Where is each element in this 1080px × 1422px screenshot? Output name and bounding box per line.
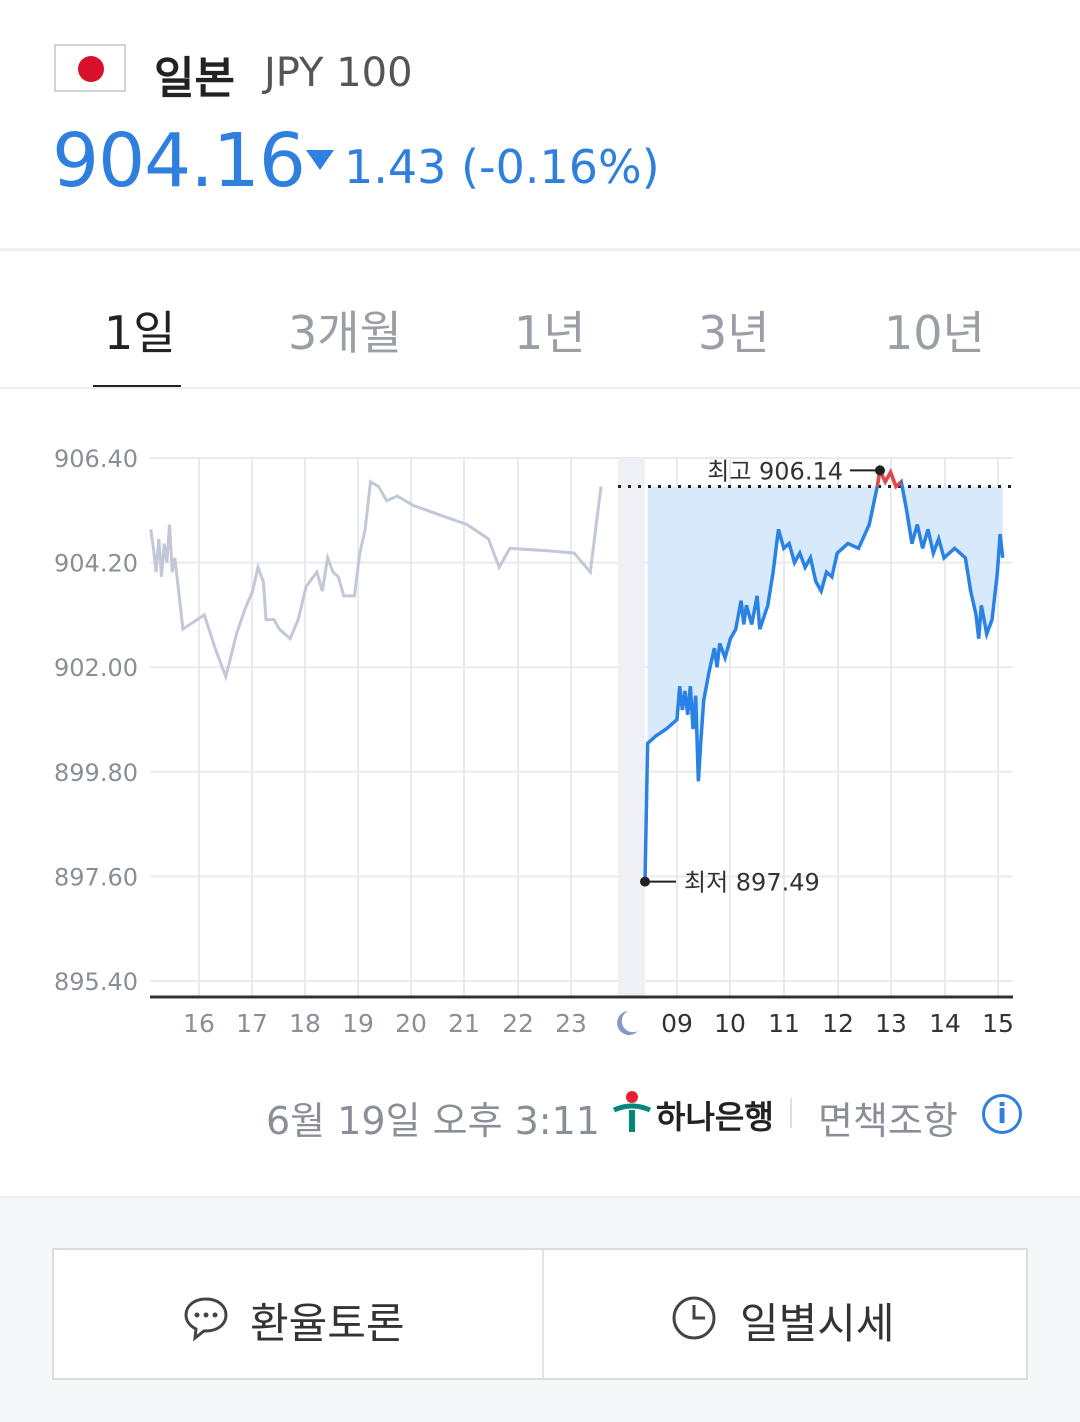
x-tick-label: 23 <box>555 1009 587 1038</box>
bank-name: 하나은행 <box>656 1098 774 1136</box>
country-name: 일본 <box>154 53 235 104</box>
high-marker <box>875 465 885 476</box>
header: 일본 JPY 100 904.16 1.43 (-0.16%) <box>0 0 1080 250</box>
today-fill-area <box>647 486 1003 782</box>
divider <box>790 1098 792 1128</box>
x-tick-label: 16 <box>183 1009 215 1038</box>
chart-footer: 6월 19일 오후 3:11 하나은행 면책조항 i <box>0 1080 1080 1150</box>
currency-code: JPY 100 <box>264 50 413 96</box>
x-tick-label: 10 <box>714 1009 746 1038</box>
tab-1d[interactable]: 1일 <box>104 306 176 360</box>
divider <box>0 387 1080 389</box>
bottom-actions: 환율토론 일별시세 <box>0 1196 1080 1422</box>
y-tick-label: 902.00 <box>54 654 138 682</box>
current-price: 904.16 <box>52 118 306 204</box>
x-tick-label: 19 <box>342 1009 374 1038</box>
x-tick-label: 22 <box>502 1009 534 1038</box>
hana-bank-logo-icon <box>612 1091 652 1132</box>
divider <box>0 248 1080 251</box>
moon-icon <box>617 1011 638 1035</box>
x-tick-label: 12 <box>822 1009 854 1038</box>
x-tick-label: 15 <box>982 1009 1014 1038</box>
low-label: 최저 897.49 <box>684 869 820 897</box>
x-tick-label: 18 <box>289 1009 321 1038</box>
y-tick-label: 897.60 <box>54 863 138 891</box>
discussion-label: 환율토론 <box>250 1299 405 1348</box>
y-tick-label: 899.80 <box>54 759 138 787</box>
action-buttons: 환율토론 일별시세 <box>52 1248 1028 1380</box>
x-tick-label: 09 <box>661 1009 693 1038</box>
exchange-rate-chart[interactable]: 906.40 904.20 902.00 899.80 897.60 895.40 16 1… <box>0 0 1080 1080</box>
exchange-discussion-button[interactable]: 환율토론 <box>54 1250 540 1378</box>
low-marker <box>640 876 650 887</box>
x-tick-label: 11 <box>768 1009 800 1038</box>
timestamp: 6월 19일 오후 3:11 <box>266 1099 600 1143</box>
speech-bubble-icon <box>184 1297 228 1342</box>
daily-label: 일별시세 <box>740 1299 895 1348</box>
disclaimer-link[interactable]: 면책조항 <box>818 1099 958 1143</box>
y-tick-label: 906.40 <box>54 445 138 473</box>
price-change: 1.43 (-0.16%) <box>344 140 660 194</box>
x-tick-label: 13 <box>875 1009 907 1038</box>
x-tick-label: 21 <box>448 1009 480 1038</box>
tab-3m[interactable]: 3개월 <box>288 306 402 360</box>
daily-price-button[interactable]: 일별시세 <box>542 1250 1030 1378</box>
japan-flag-icon <box>54 44 126 92</box>
today-session-line <box>643 464 1005 882</box>
x-tick-label: 20 <box>395 1009 427 1038</box>
x-tick-label: 17 <box>236 1009 268 1038</box>
tab-1y[interactable]: 1년 <box>514 306 586 360</box>
y-tick-label: 904.20 <box>54 550 138 578</box>
period-tabs: 1일 3개월 1년 3년 10년 <box>0 251 1080 389</box>
x-tick-label: 14 <box>929 1009 961 1038</box>
tab-3y[interactable]: 3년 <box>698 306 770 360</box>
info-icon[interactable]: i <box>982 1094 1022 1134</box>
down-arrow-icon <box>306 150 334 170</box>
clock-icon <box>672 1296 716 1340</box>
tab-10y[interactable]: 10년 <box>884 306 985 360</box>
y-tick-label: 895.40 <box>54 968 138 996</box>
high-label: 최고 906.14 <box>707 457 843 485</box>
previous-session-line <box>149 479 603 682</box>
night-band <box>618 458 645 997</box>
